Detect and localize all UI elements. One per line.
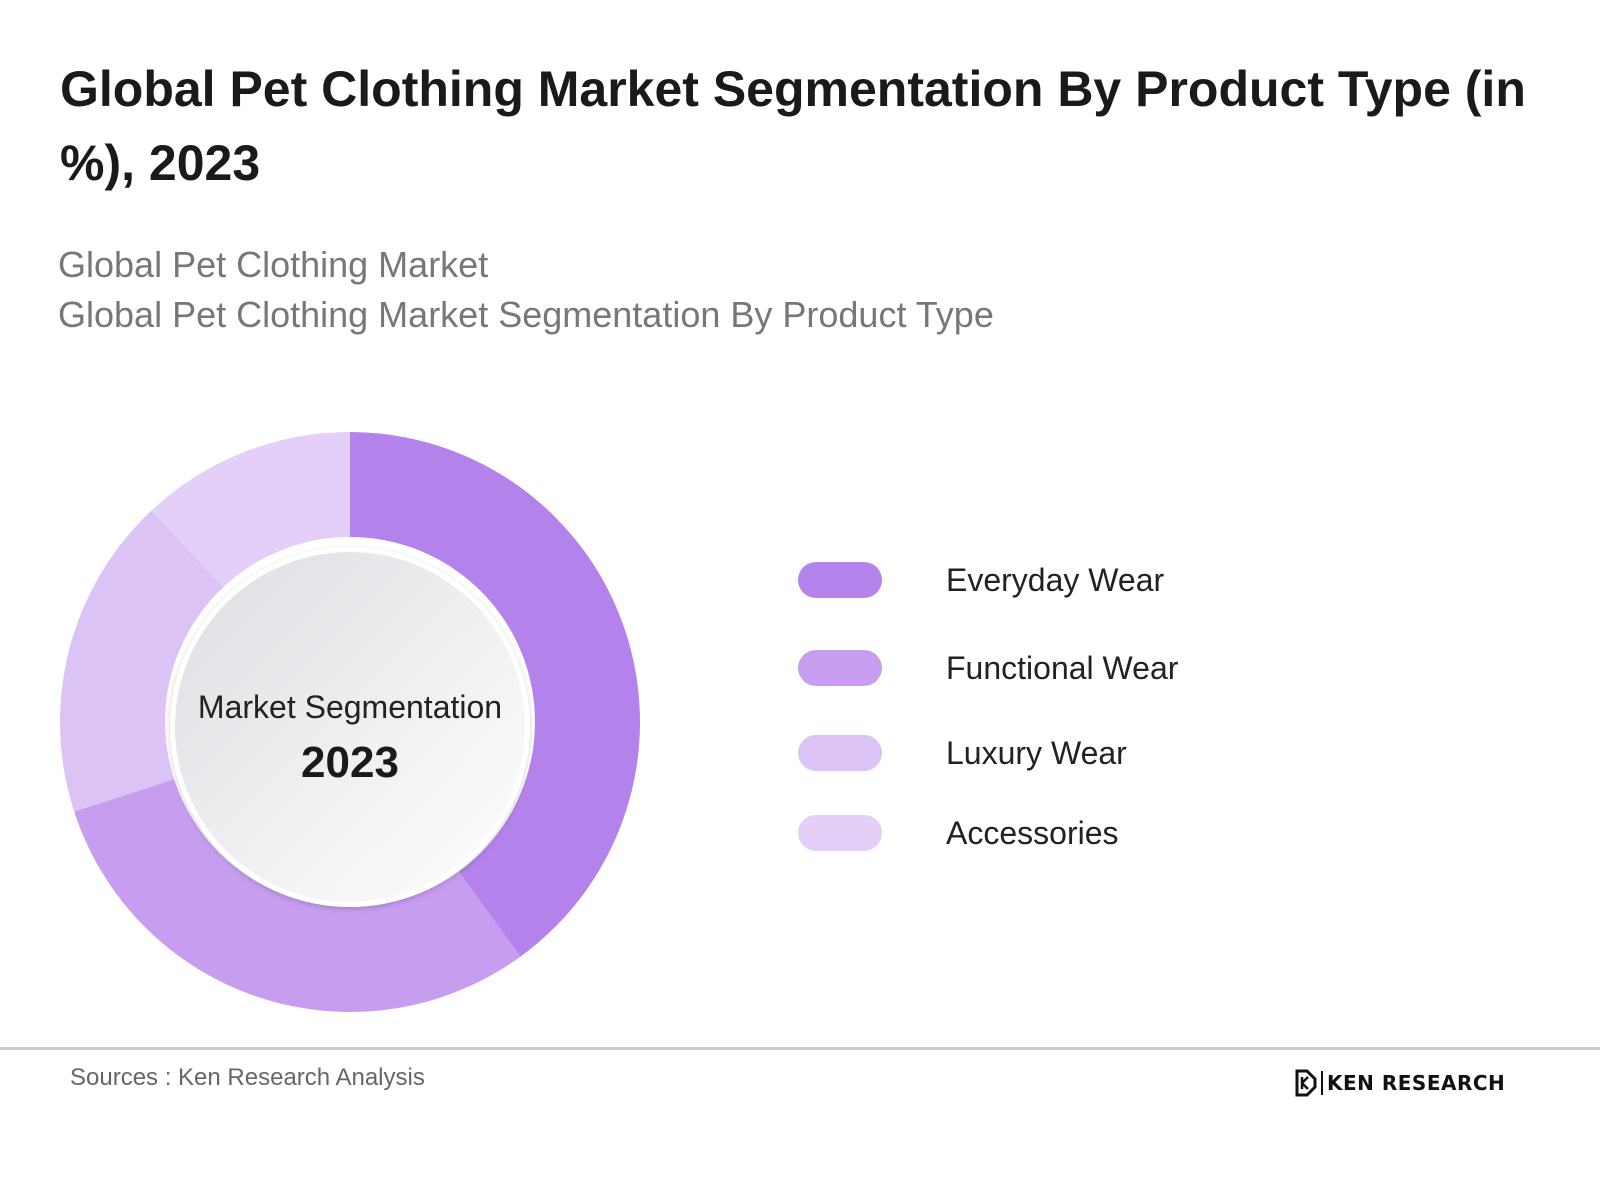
legend-label: Everyday Wear xyxy=(946,562,1165,598)
brand-separator xyxy=(1321,1071,1323,1095)
ken-research-logo-icon xyxy=(1295,1069,1317,1097)
subtitle-line-2: Global Pet Clothing Market Segmentation … xyxy=(58,294,994,335)
legend-swatch xyxy=(798,735,882,771)
donut-slice-everyday-wear xyxy=(350,432,641,957)
legend-label: Accessories xyxy=(946,815,1119,851)
donut-slice-accessories xyxy=(151,432,350,588)
brand-logo: KEN RESEARCH xyxy=(1294,1068,1505,1098)
donut-center-fill xyxy=(175,552,525,902)
donut-slice-functional-wear xyxy=(74,779,521,1012)
chart-subtitle: Global Pet Clothing Market Global Pet Cl… xyxy=(58,240,994,340)
legend-item-functional-wear: Functional Wear xyxy=(798,648,1298,688)
legend-item-luxury-wear: Luxury Wear xyxy=(798,733,1298,773)
legend-label: Functional Wear xyxy=(946,650,1179,686)
subtitle-line-1: Global Pet Clothing Market xyxy=(58,244,489,285)
center-label-line-1: Market Segmentation xyxy=(198,689,502,725)
chart-title: Global Pet Clothing Market Segmentation … xyxy=(60,61,1526,191)
legend-swatch xyxy=(798,562,882,598)
donut-chart: Market Segmentation 2023 xyxy=(60,432,641,1012)
source-note: Sources : Ken Research Analysis xyxy=(70,1064,425,1091)
footer-divider xyxy=(0,1047,1600,1050)
donut-slice-luxury-wear xyxy=(60,510,224,812)
legend-label: Luxury Wear xyxy=(946,735,1127,771)
legend-swatch xyxy=(798,815,882,851)
legend-item-accessories: Accessories xyxy=(798,813,1298,853)
donut-slices xyxy=(60,432,641,1012)
legend-item-everyday-wear: Everyday Wear xyxy=(798,560,1298,600)
brand-name: KEN RESEARCH xyxy=(1327,1071,1506,1095)
center-label-line-2: 2023 xyxy=(301,738,399,787)
legend-swatch xyxy=(798,650,882,686)
